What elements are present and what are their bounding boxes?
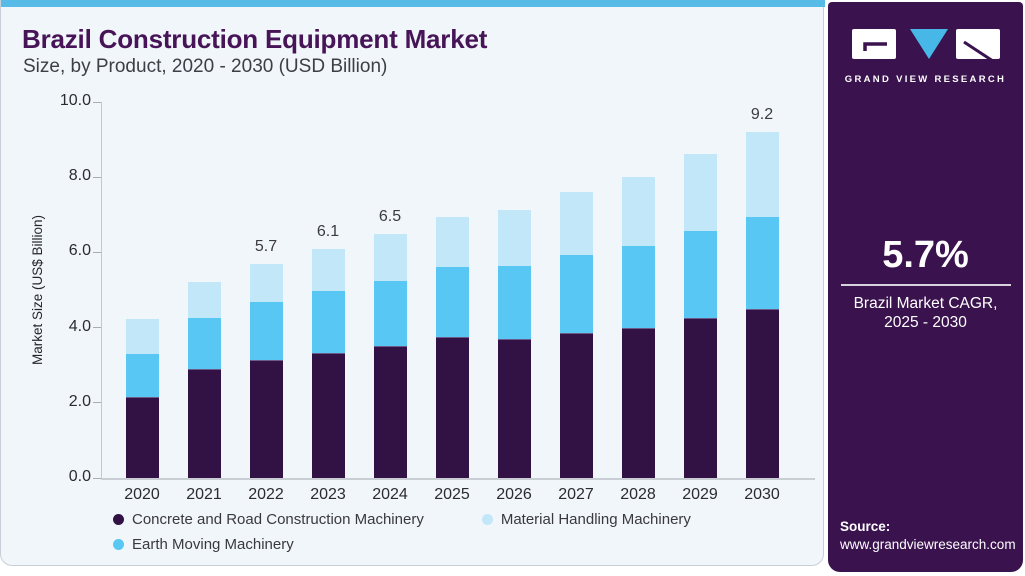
legend-item: Earth Moving Machinery <box>113 536 294 553</box>
x-tick-label: 2030 <box>744 486 780 503</box>
bar-segment-2029 <box>683 153 717 231</box>
bar-segment-2028 <box>621 176 655 246</box>
bar-total-label: 5.7 <box>254 237 278 255</box>
chart-legend: Concrete and Road Construction Machinery… <box>113 511 813 561</box>
legend-row: Earth Moving Machinery <box>113 536 813 553</box>
logo-r-block <box>955 29 1000 59</box>
cagr-divider <box>840 284 1011 286</box>
bar-segment-2030 <box>745 132 779 218</box>
bar-segment-2021 <box>187 317 221 369</box>
bar-total-label: 6.5 <box>378 207 402 225</box>
y-tick-label: 8.0 <box>68 167 91 185</box>
x-tick-label: 2020 <box>124 486 160 503</box>
source-label: Source: <box>840 519 891 534</box>
bar-total-label: 9.2 <box>750 106 774 124</box>
bar-segment-2025 <box>435 267 469 337</box>
page-title: Brazil Construction Equipment Market <box>22 24 488 54</box>
legend-row: Concrete and Road Construction Machinery… <box>113 511 813 528</box>
y-tick-label: 10.0 <box>59 92 91 109</box>
legend-item: Concrete and Road Construction Machinery <box>113 511 424 528</box>
bar-segment-2022 <box>249 302 283 360</box>
chart-card: Brazil Construction Equipment Market Siz… <box>0 0 825 566</box>
logo-v-triangle-icon <box>909 29 948 59</box>
y-tick-mark <box>93 327 101 329</box>
y-tick-mark <box>93 176 101 178</box>
y-tick-mark <box>93 251 101 253</box>
legend-label: Earth Moving Machinery <box>132 536 294 553</box>
x-tick-label: 2022 <box>248 486 284 503</box>
legend-dot-icon <box>113 539 124 550</box>
source-url[interactable]: www.grandviewresearch.com <box>840 537 1016 552</box>
bar-segment-2024 <box>373 233 407 282</box>
logo-r-glyph <box>962 40 1000 67</box>
bar-segment-2025 <box>435 217 469 268</box>
page-subtitle: Size, by Product, 2020 - 2030 (USD Billi… <box>23 56 388 77</box>
bar-segment-2022 <box>249 263 283 303</box>
x-tick-label: 2023 <box>310 486 346 503</box>
y-tick-mark <box>93 101 101 103</box>
bar-segment-2029 <box>683 317 717 478</box>
gvr-logo-icon <box>851 29 1000 67</box>
bar-segment-2020 <box>125 353 159 397</box>
gvr-logo: GRAND VIEW RESEARCH <box>828 28 1023 85</box>
bar-segment-2027 <box>559 332 593 478</box>
x-tick-label: 2024 <box>372 486 408 503</box>
legend-dot-icon <box>113 514 124 525</box>
bar-segment-2026 <box>497 265 531 339</box>
x-tick-label: 2027 <box>558 486 594 503</box>
x-tick-label: 2028 <box>620 486 656 503</box>
bar-segment-2021 <box>187 368 221 478</box>
bar-segment-2022 <box>249 359 283 478</box>
brand-name: GRAND VIEW RESEARCH <box>844 74 1007 85</box>
source-block: Source: www.grandviewresearch.com <box>840 519 1016 552</box>
x-axis-line <box>101 478 815 480</box>
cagr-label-line1: Brazil Market CAGR, <box>853 295 998 312</box>
bar-segment-2023 <box>311 291 345 354</box>
bar-segment-2030 <box>745 308 779 478</box>
cagr-block: 5.7% Brazil Market CAGR, 2025 - 2030 <box>828 234 1023 333</box>
bar-segment-2027 <box>559 255 593 333</box>
bar-segment-2028 <box>621 327 655 478</box>
bar-segment-2025 <box>435 337 469 478</box>
y-tick-mark <box>93 477 101 479</box>
bar-segment-2027 <box>559 192 593 256</box>
legend-label: Concrete and Road Construction Machinery <box>132 511 424 528</box>
cagr-value: 5.7% <box>882 234 969 276</box>
legend-dot-icon <box>481 514 493 525</box>
y-axis-line <box>101 102 102 478</box>
logo-g-glyph <box>862 42 887 51</box>
bar-segment-2023 <box>311 248 345 292</box>
x-tick-label: 2026 <box>496 486 532 503</box>
bar-segment-2020 <box>125 396 159 478</box>
y-tick-label: 4.0 <box>68 317 91 335</box>
cagr-label-line2: 2025 - 2030 <box>884 314 967 332</box>
y-tick-label: 6.0 <box>68 242 91 260</box>
y-tick-label: 0.0 <box>68 468 91 485</box>
bar-segment-2021 <box>187 282 221 318</box>
x-tick-label: 2025 <box>434 486 470 503</box>
card-top-accent-bar <box>1 0 825 7</box>
brand-sidebar: GRAND VIEW RESEARCH 5.7% Brazil Market C… <box>828 2 1023 572</box>
y-tick-label: 2.0 <box>68 392 91 410</box>
bar-segment-2029 <box>683 230 717 318</box>
bar-segment-2028 <box>621 246 655 328</box>
bar-segment-2023 <box>311 353 345 478</box>
stacked-bar-chart: 0.0 2.0 4.0 6.0 8.0 10.0 2020 2021 2022 5.7 2023 6.… <box>1 0 825 566</box>
bar-segment-2024 <box>373 281 407 347</box>
bar-segment-2030 <box>745 217 779 309</box>
bar-segment-2026 <box>497 338 531 478</box>
y-tick-mark <box>93 402 101 404</box>
bar-segment-2020 <box>125 318 159 354</box>
legend-item: Material Handling Machinery <box>481 511 691 528</box>
x-tick-label: 2029 <box>682 486 718 503</box>
bar-segment-2026 <box>497 209 531 266</box>
legend-label: Material Handling Machinery <box>500 511 691 528</box>
bar-segment-2024 <box>373 346 407 478</box>
x-tick-label: 2021 <box>186 486 222 503</box>
bar-total-label: 6.1 <box>316 222 340 240</box>
